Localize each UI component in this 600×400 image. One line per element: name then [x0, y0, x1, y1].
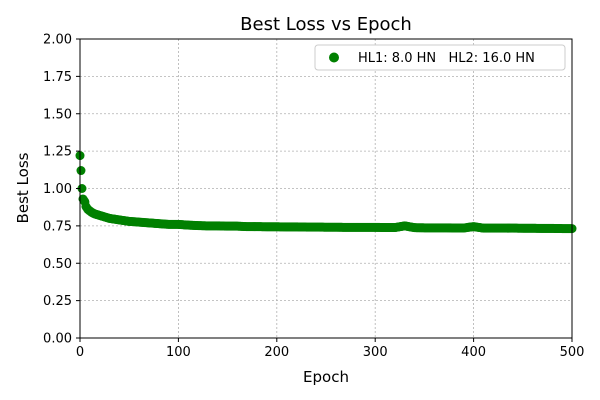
y-tick-label: 0.00 — [43, 332, 72, 347]
y-tick-label: 1.50 — [43, 107, 72, 122]
x-axis-ticks: 0 100 200 300 400 500 — [76, 338, 585, 360]
x-tick-label: 400 — [461, 345, 486, 360]
x-tick-label: 100 — [166, 345, 191, 360]
y-axis-title: Best Loss — [14, 152, 32, 223]
y-tick-label: 0.25 — [43, 294, 72, 309]
x-tick-label: 500 — [560, 345, 585, 360]
x-tick-label: 300 — [363, 345, 388, 360]
x-tick-label: 0 — [76, 345, 84, 360]
data-point — [76, 166, 86, 176]
legend: HL1: 8.0 HN HL2: 16.0 HN — [314, 44, 566, 71]
y-tick-label: 0.50 — [43, 257, 72, 272]
legend-label: HL1: 8.0 HN HL2: 16.0 HN — [358, 51, 535, 66]
legend-box — [314, 44, 566, 71]
data-points — [75, 151, 577, 234]
x-tick-label: 200 — [264, 345, 289, 360]
chart-title: Best Loss vs Epoch — [240, 14, 412, 35]
y-tick-label: 0.75 — [43, 219, 72, 234]
y-tick-label: 1.00 — [43, 182, 72, 197]
y-tick-label: 1.75 — [43, 70, 72, 85]
x-axis-title: Epoch — [303, 368, 349, 386]
y-tick-label: 1.25 — [43, 145, 72, 160]
y-tick-label: 2.00 — [43, 33, 72, 48]
legend-marker — [329, 52, 339, 63]
y-axis-ticks: 0.00 0.25 0.50 0.75 1.00 1.25 1.50 1.75 2.00 — [43, 33, 80, 347]
